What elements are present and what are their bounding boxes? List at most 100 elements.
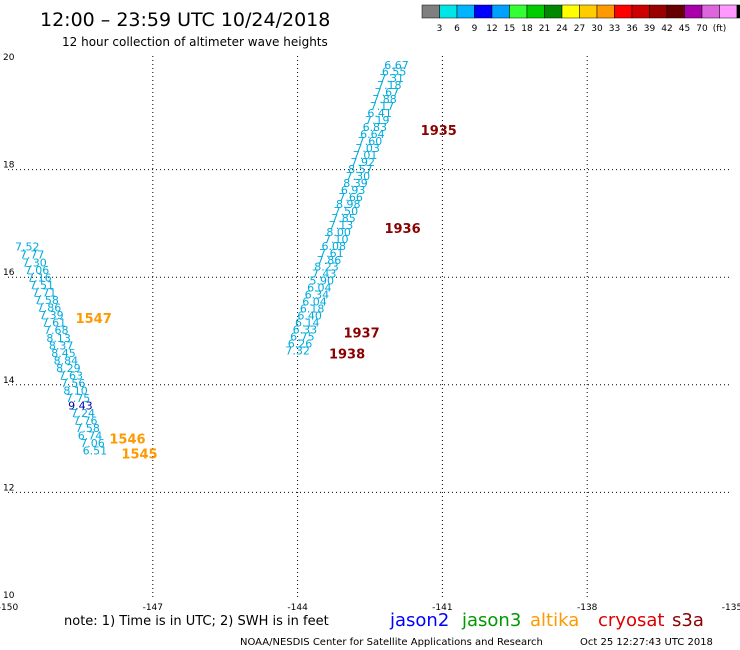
x-tick-label: -147	[143, 603, 163, 613]
y-tick-label: 20	[3, 53, 15, 63]
swh-point-label: 7.60	[358, 135, 383, 148]
scale-label: 45	[679, 24, 690, 34]
swh-point-label: 6.41	[367, 107, 392, 120]
scale-label: 12	[486, 24, 497, 34]
chart-title: 12:00 – 23:59 UTC 10/24/2018	[40, 9, 330, 31]
overpass-time-label: 1547	[76, 312, 112, 327]
scale-label: 3	[437, 24, 443, 34]
swh-point-label: 8.29	[56, 362, 81, 375]
legend-altika: altika	[530, 610, 579, 631]
scale-label: 9	[472, 24, 478, 34]
scale-label: 24	[556, 24, 568, 34]
legend-cryosat: cryosat	[598, 610, 664, 631]
swh-point-label: 7.01	[353, 149, 378, 162]
scale-swatch	[509, 4, 528, 19]
swh-point-label: 7.06	[80, 437, 105, 450]
overpass-time-label: 1938	[329, 348, 365, 363]
scale-swatch	[684, 4, 703, 19]
y-tick-label: 12	[3, 483, 14, 493]
swh-point-label: 7.16	[27, 272, 52, 285]
swh-point-label: 7.50	[334, 205, 359, 218]
swh-point-label: 7.39	[39, 309, 64, 322]
footer-note: note: 1) Time is in UTC; 2) SWH is in fe…	[64, 614, 329, 629]
scale-swatch	[421, 4, 440, 19]
swh-point-label: 6.14	[295, 317, 320, 330]
swh-point-label: 8.37	[49, 339, 74, 352]
swh-point-label: 8.39	[343, 177, 368, 190]
scale-label: 21	[539, 24, 550, 34]
satellite-legend: jason2 jason3 altika cryosat s3a	[389, 610, 704, 631]
swh-point-label: 6.33	[293, 324, 318, 337]
swh-point-label: 7.76	[73, 415, 98, 428]
swh-point-label: 7.58	[75, 422, 100, 435]
scale-label: 30	[591, 24, 603, 34]
swh-point-label: 6.75	[290, 331, 315, 344]
scale-label: 18	[521, 24, 533, 34]
scale-swatch	[631, 4, 650, 19]
scale-swatch	[614, 4, 633, 19]
swh-point-label: 7.51	[30, 279, 55, 292]
x-tick-label: -135	[722, 603, 740, 613]
swh-point-label: 7.61	[319, 247, 344, 260]
swh-point-label: 7.06	[25, 264, 50, 277]
swh-point-label: 8.57	[348, 163, 373, 176]
swh-point-label: 5.90	[309, 275, 334, 288]
overpass-time-label: 1545	[121, 448, 157, 463]
footer-timestamp: Oct 25 12:27:43 UTC 2018	[580, 637, 713, 648]
swh-point-label: 7.03	[355, 142, 380, 155]
wave-height-color-scale: 3 6 9 12 15 18 21 24 27 30 33 36 39 42 45 70 (ft)	[421, 4, 740, 34]
swh-point-label: 7.67	[375, 86, 400, 99]
scale-label: (ft)	[713, 24, 727, 34]
swh-point-label: 7.52	[15, 240, 40, 253]
scale-label: 6	[454, 24, 460, 34]
swh-point-label: 7.32	[285, 345, 310, 358]
swh-point-label: 7.68	[44, 324, 69, 337]
overpass-time-label: 1936	[384, 222, 420, 237]
scale-label: 36	[626, 24, 638, 34]
swh-point-label: 7.43	[312, 268, 337, 281]
scale-label: 70	[696, 24, 708, 34]
scale-swatch	[649, 4, 668, 19]
swh-point-label: 6.26	[288, 338, 313, 351]
swh-point-label: 6.18	[300, 303, 325, 316]
swh-point-label: 8.00	[326, 226, 351, 239]
swh-point-label: 9.43	[68, 400, 93, 413]
swh-point-label: 8.45	[51, 347, 76, 360]
swh-point-label: 7.88	[372, 93, 397, 106]
swh-point-label: 6.74	[78, 430, 103, 443]
swh-point-label: 6.83	[363, 121, 388, 134]
scale-swatch	[474, 4, 493, 19]
swh-point-label: 7.10	[324, 233, 349, 246]
y-tick-label: 10	[3, 591, 15, 601]
scale-label: 33	[609, 24, 620, 34]
scale-label: 42	[661, 24, 672, 34]
swh-point-label: 6.34	[305, 289, 330, 302]
swh-point-label: 7.86	[317, 254, 342, 267]
swh-point-label: 7.66	[338, 191, 363, 204]
scale-swatch	[526, 4, 545, 19]
axis-ticks: -150 -147 -144 -141 -138 -135 10 12 14 16 18 20	[0, 53, 740, 613]
chart-subtitle: 12 hour collection of altimeter wave hei…	[62, 35, 328, 49]
x-tick-label: -141	[432, 603, 452, 613]
legend-s3a: s3a	[672, 610, 704, 631]
legend-jason3: jason3	[461, 610, 521, 631]
scale-swatch	[701, 4, 720, 19]
swh-point-label: 6.55	[382, 65, 407, 78]
swh-point-label: 8.98	[336, 198, 361, 211]
swh-point-label: 6.64	[360, 128, 385, 141]
swh-point-label: 7.17	[370, 100, 395, 113]
swh-point-label: 7.86	[37, 302, 62, 315]
scale-swatch	[544, 4, 563, 19]
swh-point-label: 8.10	[63, 384, 88, 397]
overpass-time-label: 1937	[343, 327, 379, 342]
scale-swatch	[736, 4, 740, 19]
overpass-time-label: 1935	[421, 124, 457, 139]
swh-point-label: 8.84	[54, 354, 79, 367]
y-tick-label: 14	[3, 376, 15, 386]
swh-point-label: 7.63	[58, 369, 83, 382]
swh-point-label: 7.13	[329, 219, 354, 232]
swh-point-label: 7.58	[34, 294, 59, 307]
swh-point-label: 7.77	[20, 248, 45, 261]
swh-point-label: 7.19	[365, 114, 390, 127]
